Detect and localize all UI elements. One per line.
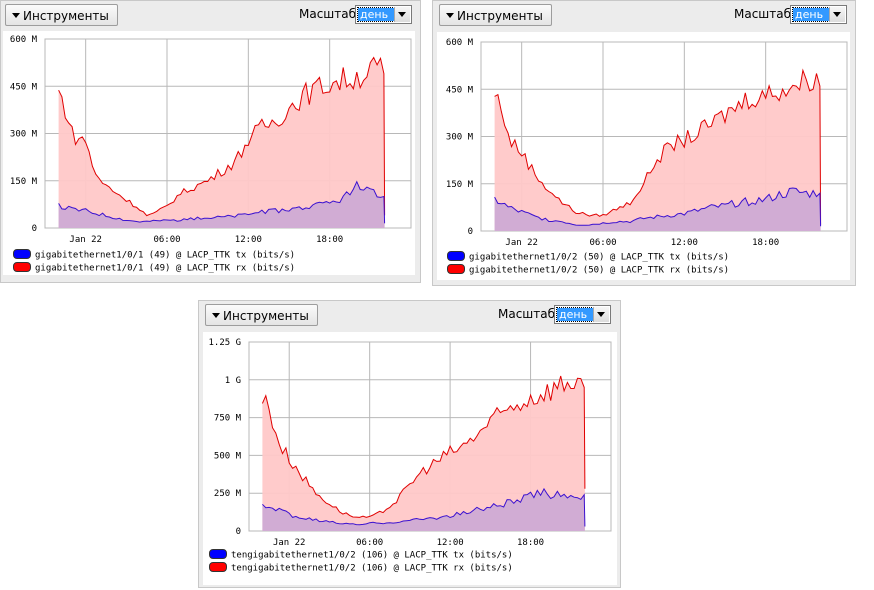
legend-label-tx: gigabitethernet1/0/2 (50) @ LACP_TTK tx … xyxy=(469,252,730,263)
y-tick-label: 300 M xyxy=(10,130,38,140)
y-tick-label: 250 M xyxy=(214,489,242,499)
y-tick-label: 0 xyxy=(236,527,241,537)
scale-label: Масштаб: xyxy=(734,7,796,21)
legend-swatch-rx xyxy=(447,264,465,274)
graph-panel-te1-0-2: Инструменты Масштаб: день 0 250 M 500 M 750… xyxy=(198,300,621,588)
y-tick-label: 300 M xyxy=(446,133,474,143)
x-tick-label: 12:00 xyxy=(235,235,262,245)
scale-label: Масштаб: xyxy=(299,7,361,21)
y-tick-label: 150 M xyxy=(10,177,38,187)
panel-toolbar: Инструменты Масштаб: день xyxy=(1,1,420,31)
chart-area: 0 150 M 300 M 450 M 600 M Jan 22 06:00 12:00 18:… xyxy=(3,31,415,275)
y-tick-label: 150 M xyxy=(446,180,474,190)
series-area-tx xyxy=(494,188,821,231)
series-line-rx xyxy=(261,375,586,518)
tools-menu-label: Инструменты xyxy=(23,9,109,23)
series-area-tx xyxy=(58,181,385,228)
tools-menu-button[interactable]: Инструменты xyxy=(439,4,552,26)
legend-item-rx: gigabitethernet1/0/1 (49) @ LACP_TTK rx … xyxy=(13,262,296,276)
traffic-chart: 0 150 M 300 M 450 M 600 M Jan 22 06:00 12:00 18:… xyxy=(10,35,412,245)
chart-legend: tengigabitethernet1/0/2 (106) @ LACP_TTK… xyxy=(209,549,513,576)
legend-label-tx: gigabitethernet1/0/1 (49) @ LACP_TTK tx … xyxy=(35,250,296,261)
legend-item-tx: gigabitethernet1/0/2 (50) @ LACP_TTK tx … xyxy=(447,251,730,265)
y-tick-label: 0 xyxy=(468,227,473,237)
legend-swatch-tx xyxy=(13,249,31,259)
y-tick-label: 450 M xyxy=(446,85,474,95)
tools-menu-button[interactable]: Инструменты xyxy=(205,304,318,326)
legend-label-tx: tengigabitethernet1/0/2 (106) @ LACP_TTK… xyxy=(231,550,513,561)
legend-label-rx: gigabitethernet1/0/2 (50) @ LACP_TTK rx … xyxy=(469,265,730,276)
scale-select[interactable]: день xyxy=(554,305,611,324)
y-tick-label: 600 M xyxy=(446,38,474,48)
series-area-rx xyxy=(262,376,585,531)
scale-select-value: день xyxy=(357,7,395,22)
chevron-down-icon[interactable] xyxy=(829,7,845,22)
series-line-tx xyxy=(494,187,822,227)
series-line-tx xyxy=(262,487,586,527)
legend-swatch-rx xyxy=(209,562,227,572)
legend-item-rx: gigabitethernet1/0/2 (50) @ LACP_TTK rx … xyxy=(447,264,730,278)
panel-toolbar: Инструменты Масштаб: день xyxy=(433,1,855,31)
legend-label-rx: gigabitethernet1/0/1 (49) @ LACP_TTK rx … xyxy=(35,263,296,274)
x-tick-label: 18:00 xyxy=(316,235,343,245)
chart-legend: gigabitethernet1/0/1 (49) @ LACP_TTK tx … xyxy=(13,249,296,276)
series-area-tx xyxy=(262,488,585,531)
legend-swatch-rx xyxy=(13,262,31,272)
y-tick-label: 1 G xyxy=(225,376,241,386)
x-tick-label: 06:00 xyxy=(153,235,180,245)
chevron-down-icon[interactable] xyxy=(593,307,609,322)
dropdown-arrow-icon xyxy=(446,13,454,18)
series-line-rx xyxy=(494,68,822,225)
x-tick-label: 18:00 xyxy=(517,538,544,548)
traffic-chart: 0 150 M 300 M 450 M 600 M Jan 22 06:00 12:00 18:… xyxy=(446,38,848,248)
y-tick-label: 600 M xyxy=(10,35,38,45)
legend-swatch-tx xyxy=(209,549,227,559)
panel-toolbar: Инструменты Масштаб: день xyxy=(199,301,620,331)
tools-menu-button[interactable]: Инструменты xyxy=(5,4,118,26)
y-tick-label: 0 xyxy=(32,224,37,234)
scale-select[interactable]: день xyxy=(790,5,847,24)
x-tick-label: 12:00 xyxy=(671,238,698,248)
legend-label-rx: tengigabitethernet1/0/2 (106) @ LACP_TTK… xyxy=(231,563,513,574)
y-tick-label: 450 M xyxy=(10,82,38,92)
x-tick-label: 12:00 xyxy=(437,538,464,548)
series-line-tx xyxy=(58,180,386,224)
y-tick-label: 750 M xyxy=(214,414,242,424)
scale-label: Масштаб: xyxy=(498,307,560,321)
series-area-rx xyxy=(494,70,821,231)
y-tick-label: 1.25 G xyxy=(208,338,241,348)
legend-swatch-tx xyxy=(447,251,465,261)
x-tick-label: Jan 22 xyxy=(505,238,538,248)
chart-area: 0 250 M 500 M 750 M 1 G 1.25 G Jan 22 06:00 12:0… xyxy=(203,332,617,585)
x-tick-label: Jan 22 xyxy=(69,235,102,245)
dropdown-arrow-icon xyxy=(212,313,220,318)
graph-panel-gi1-0-1: Инструменты Масштаб: день 0 150 M 300 M 450… xyxy=(0,0,421,283)
dropdown-arrow-icon xyxy=(12,13,20,18)
graph-panel-gi1-0-2: Инструменты Масштаб: день 0 150 M 300 M 450… xyxy=(432,0,856,286)
traffic-chart: 0 250 M 500 M 750 M 1 G 1.25 G Jan 22 06:00 12:0… xyxy=(208,338,612,548)
x-tick-label: 06:00 xyxy=(356,538,383,548)
scale-select-value: день xyxy=(792,7,830,22)
chart-area: 0 150 M 300 M 450 M 600 M Jan 22 06:00 12:00 18:… xyxy=(437,32,850,280)
series-area-rx xyxy=(58,57,385,228)
tools-menu-label: Инструменты xyxy=(457,9,543,23)
scale-select[interactable]: день xyxy=(355,5,412,24)
chart-legend: gigabitethernet1/0/2 (50) @ LACP_TTK tx … xyxy=(447,251,730,278)
series-line-rx xyxy=(58,56,386,217)
legend-item-tx: tengigabitethernet1/0/2 (106) @ LACP_TTK… xyxy=(209,549,513,563)
legend-item-rx: tengigabitethernet1/0/2 (106) @ LACP_TTK… xyxy=(209,562,513,576)
tools-menu-label: Инструменты xyxy=(223,309,309,323)
y-tick-label: 500 M xyxy=(214,451,242,461)
x-tick-label: 06:00 xyxy=(589,238,616,248)
chevron-down-icon[interactable] xyxy=(394,7,410,22)
legend-item-tx: gigabitethernet1/0/1 (49) @ LACP_TTK tx … xyxy=(13,249,296,263)
x-tick-label: 18:00 xyxy=(752,238,779,248)
scale-select-value: день xyxy=(556,307,594,322)
x-tick-label: Jan 22 xyxy=(273,538,306,548)
